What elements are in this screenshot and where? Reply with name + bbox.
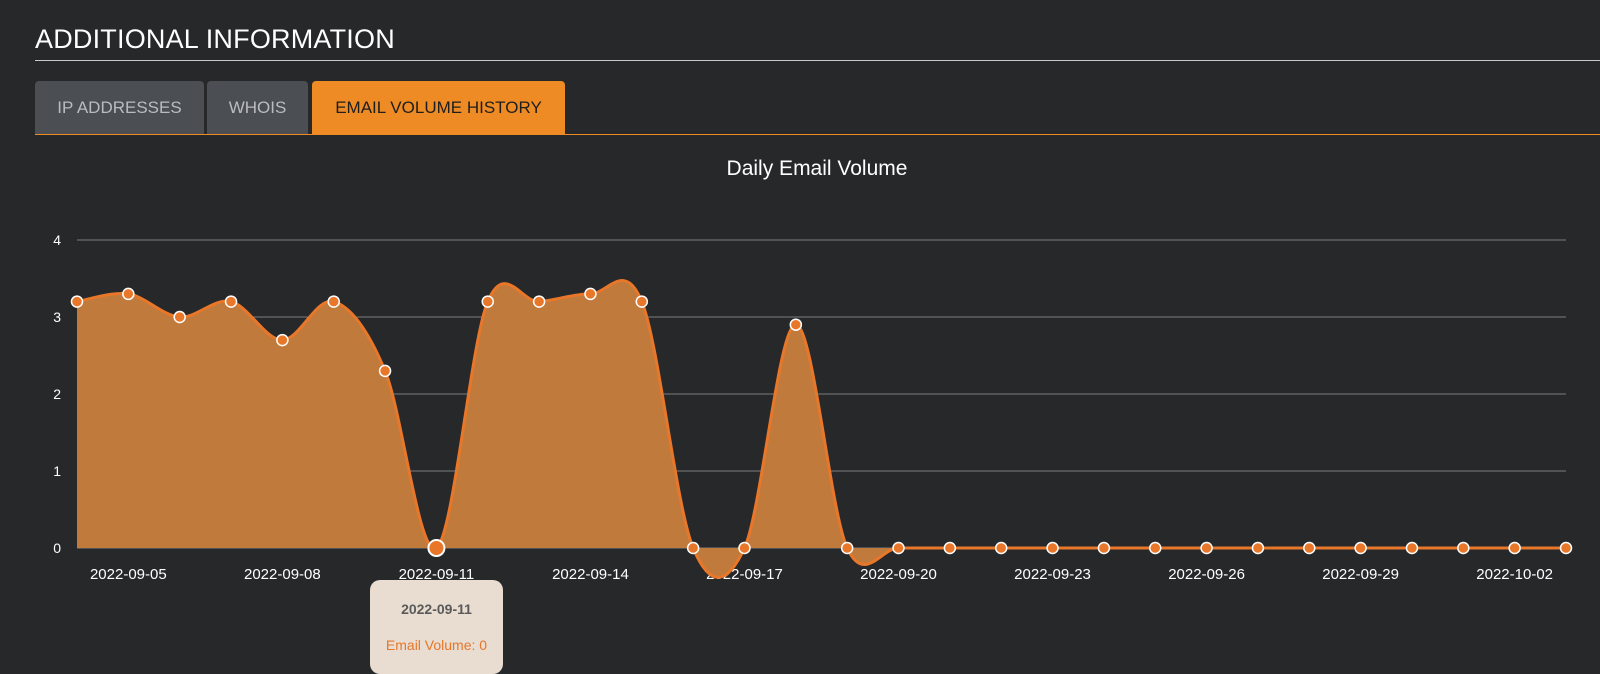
- data-point: [738, 541, 751, 555]
- data-point: [173, 310, 186, 324]
- data-point: [994, 541, 1008, 555]
- data-point: [1200, 541, 1213, 555]
- x-tick-label: 2022-09-08: [244, 566, 321, 583]
- tooltip-value: Email Volume: 0: [385, 637, 488, 653]
- series-line: [76, 279, 1566, 579]
- data-point: [224, 295, 238, 308]
- data-point: [1405, 541, 1419, 555]
- tab-ip-addresses[interactable]: IP ADDRESSES: [35, 81, 204, 134]
- y-tick-label: 2: [53, 386, 61, 402]
- x-tick-label: 2022-09-23: [1014, 566, 1091, 583]
- chart-title: Daily Email Volume: [727, 157, 908, 180]
- data-point: [1508, 541, 1521, 555]
- data-point: [1559, 541, 1573, 555]
- data-point: [327, 295, 340, 308]
- data-point: [584, 287, 597, 301]
- data-point: [943, 541, 957, 555]
- data-point: [686, 541, 700, 555]
- data-point: [789, 318, 803, 331]
- email-volume-chart: Daily Email Volume 0 1 2 3 4 2022-09-05 2022-…: [0, 140, 1600, 674]
- y-tick-label: 3: [53, 309, 61, 325]
- data-point: [1251, 541, 1265, 555]
- data-point: [1303, 541, 1316, 555]
- x-tick-label: 2022-09-26: [1168, 566, 1245, 583]
- x-tick-label: 2022-09-20: [860, 566, 937, 583]
- data-point: [532, 295, 546, 308]
- data-point: [1046, 541, 1059, 555]
- data-point: [276, 333, 289, 347]
- x-tick-label: 2022-09-11: [399, 566, 475, 583]
- y-tick-label: 1: [53, 463, 61, 479]
- title-divider: [35, 60, 1600, 61]
- chart-svg: Daily Email Volume 0 1 2 3 4 2022-09-05 2022-…: [53, 157, 1573, 583]
- tooltip-date: 2022-09-11: [401, 601, 472, 617]
- x-tick-label: 2022-10-02: [1476, 566, 1553, 583]
- chart-tooltip: 2022-09-11 Email Volume: 0: [370, 580, 503, 674]
- data-point: [378, 364, 392, 378]
- section-title: ADDITIONAL INFORMATION: [35, 24, 395, 54]
- data-point: [635, 295, 649, 308]
- x-tick-label: 2022-09-05: [90, 566, 167, 583]
- data-point: [840, 541, 854, 555]
- tab-email-volume-history[interactable]: EMAIL VOLUME HISTORY: [312, 81, 565, 134]
- data-point: [1148, 541, 1162, 555]
- data-point: [481, 295, 495, 308]
- data-point: [1354, 541, 1367, 555]
- data-point-highlighted: [427, 539, 446, 557]
- x-tick-label: 2022-09-14: [552, 566, 629, 583]
- data-point: [892, 541, 905, 555]
- data-point: [1457, 541, 1470, 555]
- data-point: [122, 287, 135, 301]
- data-point: [1097, 541, 1111, 555]
- tab-underline: [35, 134, 1600, 135]
- tab-whois[interactable]: WHOIS: [207, 81, 308, 134]
- x-tick-label: 2022-09-29: [1322, 566, 1399, 583]
- y-tick-label: 0: [53, 540, 61, 556]
- y-tick-label: 4: [53, 232, 61, 248]
- data-point: [70, 295, 84, 308]
